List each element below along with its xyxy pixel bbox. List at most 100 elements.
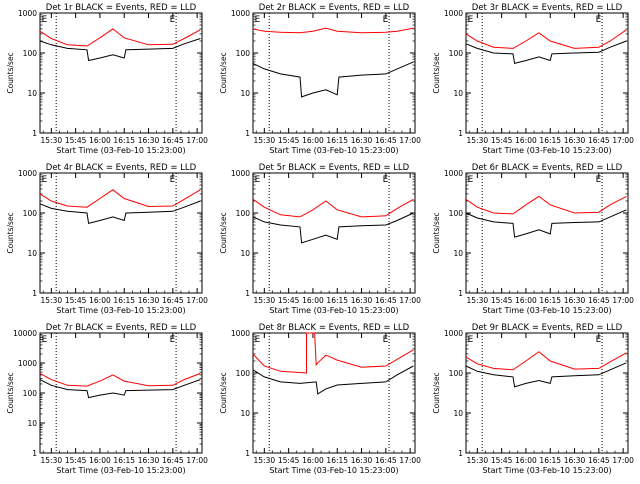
y-tick-label: 10 (240, 409, 250, 418)
series-line-events (39, 200, 201, 225)
detector-panel-5: Det 5r BLACK = Events, RED = LLD 1 10 100 10… (219, 163, 421, 315)
x-tick-label: 16:30 (351, 456, 373, 465)
panel-title: Det 7r BLACK = Events, RED = LLD (46, 323, 197, 333)
x-tick-label: 17:00 (186, 456, 208, 465)
x-axis-label: Start Time (03-Feb-10 15:23:00) (482, 146, 611, 155)
series-line-lld (465, 195, 627, 215)
x-tick-label: 17:00 (612, 296, 634, 305)
e-marker-label: E (383, 15, 389, 25)
x-tick-label: 16:15 (326, 456, 348, 465)
x-tick-label: 15:30 (41, 136, 63, 145)
x-axis-label: Start Time (03-Feb-10 15:23:00) (269, 466, 398, 475)
y-tick-label: 100 (23, 389, 38, 398)
x-tick-label: 16:00 (89, 296, 111, 305)
x-tick-label: 16:15 (539, 456, 561, 465)
y-tick-label: 1 (32, 129, 37, 138)
x-tick-label: 16:30 (138, 296, 160, 305)
series-line-events (252, 61, 414, 98)
e-marker-label: E (255, 15, 261, 25)
plot-frame (252, 332, 416, 454)
y-tick-label: 10000 (13, 329, 37, 338)
x-tick-label: 16:30 (564, 136, 586, 145)
e-marker-label: E (255, 175, 261, 185)
x-axis-label: Start Time (03-Feb-10 15:23:00) (482, 306, 611, 315)
x-tick-label: 17:00 (612, 136, 634, 145)
y-axis-label: Counts/sec (6, 52, 15, 93)
y-tick-label: 100 (449, 369, 464, 378)
plot-frame (465, 12, 629, 134)
y-axis-label: Counts/sec (432, 212, 441, 253)
x-tick-label: 16:30 (564, 296, 586, 305)
x-axis-label: Start Time (03-Feb-10 15:23:00) (56, 466, 185, 475)
x-tick-label: 15:45 (278, 296, 300, 305)
x-tick-label: 16:45 (375, 456, 397, 465)
panel-title: Det 8r BLACK = Events, RED = LLD (259, 323, 410, 333)
y-tick-label: 10 (453, 249, 463, 258)
plot-frame (39, 332, 203, 454)
series-line-events (39, 38, 201, 62)
series-line-lld (465, 351, 627, 371)
series-line-lld (252, 198, 414, 218)
panel-title: Det 9r BLACK = Events, RED = LLD (472, 323, 623, 333)
detector-panel-4: Det 4r BLACK = Events, RED = LLD 1 10 100 10… (6, 163, 208, 315)
y-tick-label: 100 (23, 209, 38, 218)
x-tick-label: 16:00 (515, 136, 537, 145)
plot-frame (252, 172, 416, 294)
y-tick-label: 1 (245, 289, 250, 298)
e-marker-label: E (596, 335, 602, 345)
x-tick-label: 15:45 (65, 296, 87, 305)
series-line-events (252, 212, 414, 244)
y-tick-label: 100 (23, 49, 38, 58)
x-tick-label: 15:30 (41, 456, 63, 465)
series-line-lld (252, 332, 414, 374)
y-tick-label: 100 (449, 209, 464, 218)
detector-panel-6: Det 6r BLACK = Events, RED = LLD 1 10 100 10… (432, 163, 634, 315)
y-axis-label: Counts/sec (432, 372, 441, 413)
y-tick-label: 1 (245, 449, 250, 458)
series-line-lld (465, 29, 627, 49)
x-tick-label: 15:45 (491, 296, 513, 305)
x-tick-label: 16:15 (326, 136, 348, 145)
e-marker-label: E (596, 15, 602, 25)
series-line-events (465, 209, 627, 238)
plot-frame (39, 12, 203, 134)
x-axis-label: Start Time (03-Feb-10 15:23:00) (56, 146, 185, 155)
y-axis-label: Counts/sec (6, 212, 15, 253)
plot-frame (39, 172, 203, 294)
x-tick-label: 16:00 (89, 456, 111, 465)
x-tick-label: 17:00 (399, 456, 421, 465)
series-line-events (39, 379, 201, 399)
x-tick-label: 15:45 (491, 136, 513, 145)
series-line-lld (39, 189, 201, 208)
y-tick-label: 100 (236, 49, 251, 58)
x-tick-label: 16:45 (162, 136, 184, 145)
e-marker-label: E (468, 175, 474, 185)
x-tick-label: 16:15 (113, 296, 135, 305)
y-tick-label: 1000 (231, 9, 250, 18)
e-marker-label: E (468, 15, 474, 25)
e-marker-label: E (383, 335, 389, 345)
y-tick-label: 1000 (18, 9, 37, 18)
series-line-events (465, 362, 627, 388)
x-tick-label: 17:00 (186, 296, 208, 305)
x-tick-label: 17:00 (399, 296, 421, 305)
detector-panel-9: Det 9r BLACK = Events, RED = LLD 1 10 100 10… (432, 323, 634, 475)
y-tick-label: 1 (458, 449, 463, 458)
x-tick-label: 16:45 (375, 296, 397, 305)
detector-panel-8: Det 8r BLACK = Events, RED = LLD 1 10 100 10… (219, 323, 421, 475)
y-axis-label: Counts/sec (219, 372, 228, 413)
y-axis-label: Counts/sec (432, 52, 441, 93)
x-tick-label: 16:15 (539, 296, 561, 305)
x-tick-label: 15:45 (278, 136, 300, 145)
x-tick-label: 16:00 (89, 136, 111, 145)
y-axis-label: Counts/sec (219, 212, 228, 253)
e-marker-label: E (170, 15, 176, 25)
e-marker-label: E (42, 15, 48, 25)
x-tick-label: 16:45 (162, 296, 184, 305)
x-tick-label: 15:30 (467, 456, 489, 465)
panel-title: Det 1r BLACK = Events, RED = LLD (46, 3, 197, 13)
plot-frame (252, 12, 416, 134)
x-tick-label: 16:00 (302, 456, 324, 465)
